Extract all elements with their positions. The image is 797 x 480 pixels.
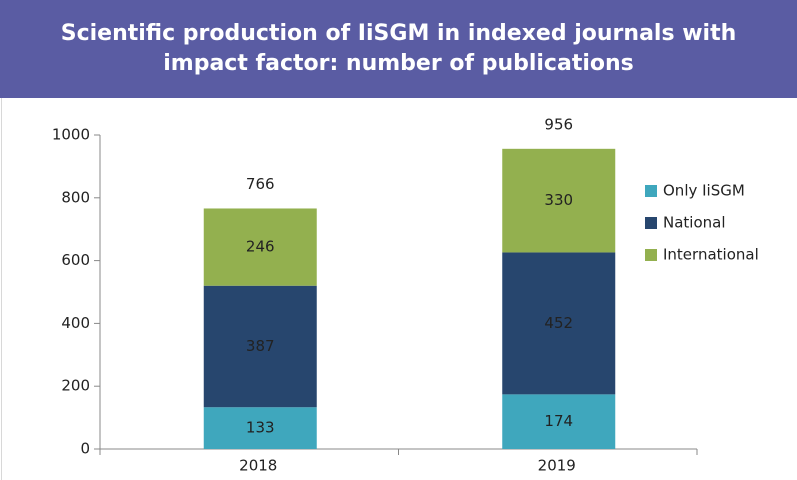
segment-label: 387 (246, 337, 275, 355)
segment-label: 246 (246, 238, 275, 256)
total-label: 956 (544, 115, 573, 133)
legend-swatch (645, 217, 657, 229)
legend-label: National (663, 214, 726, 232)
legend-swatch (645, 185, 657, 197)
bar-segment (203, 407, 317, 449)
y-tick-label: 0 (80, 440, 90, 458)
segment-label: 452 (544, 314, 573, 332)
segment-label: 133 (246, 419, 275, 437)
bar-segment (502, 252, 616, 395)
bar-segment (203, 208, 317, 286)
x-tick-label: 2019 (538, 457, 576, 475)
bar-segment (502, 394, 616, 449)
segment-label: 330 (544, 191, 573, 209)
y-tick-label: 800 (61, 188, 90, 206)
y-tick-label: 600 (61, 251, 90, 269)
legend-label: International (663, 246, 759, 264)
x-tick-label: 2018 (239, 457, 277, 475)
header: Scientific production of IiSGM in indexe… (0, 0, 797, 98)
y-tick-label: 400 (61, 314, 90, 332)
y-tick-label: 1000 (52, 126, 90, 144)
legend-swatch (645, 249, 657, 261)
total-label: 766 (246, 175, 275, 193)
chart-title: Scientific production of IiSGM in indexe… (60, 21, 737, 76)
segment-label: 174 (544, 412, 573, 430)
chart: 0 200 400 600 800 1000 2018 133 387 246 766 2019 174… (1, 98, 759, 480)
bar-segment (502, 148, 616, 253)
legend-label: Only IiSGM (663, 182, 745, 200)
y-tick-label: 200 (61, 377, 90, 395)
bar-segment (203, 285, 317, 408)
